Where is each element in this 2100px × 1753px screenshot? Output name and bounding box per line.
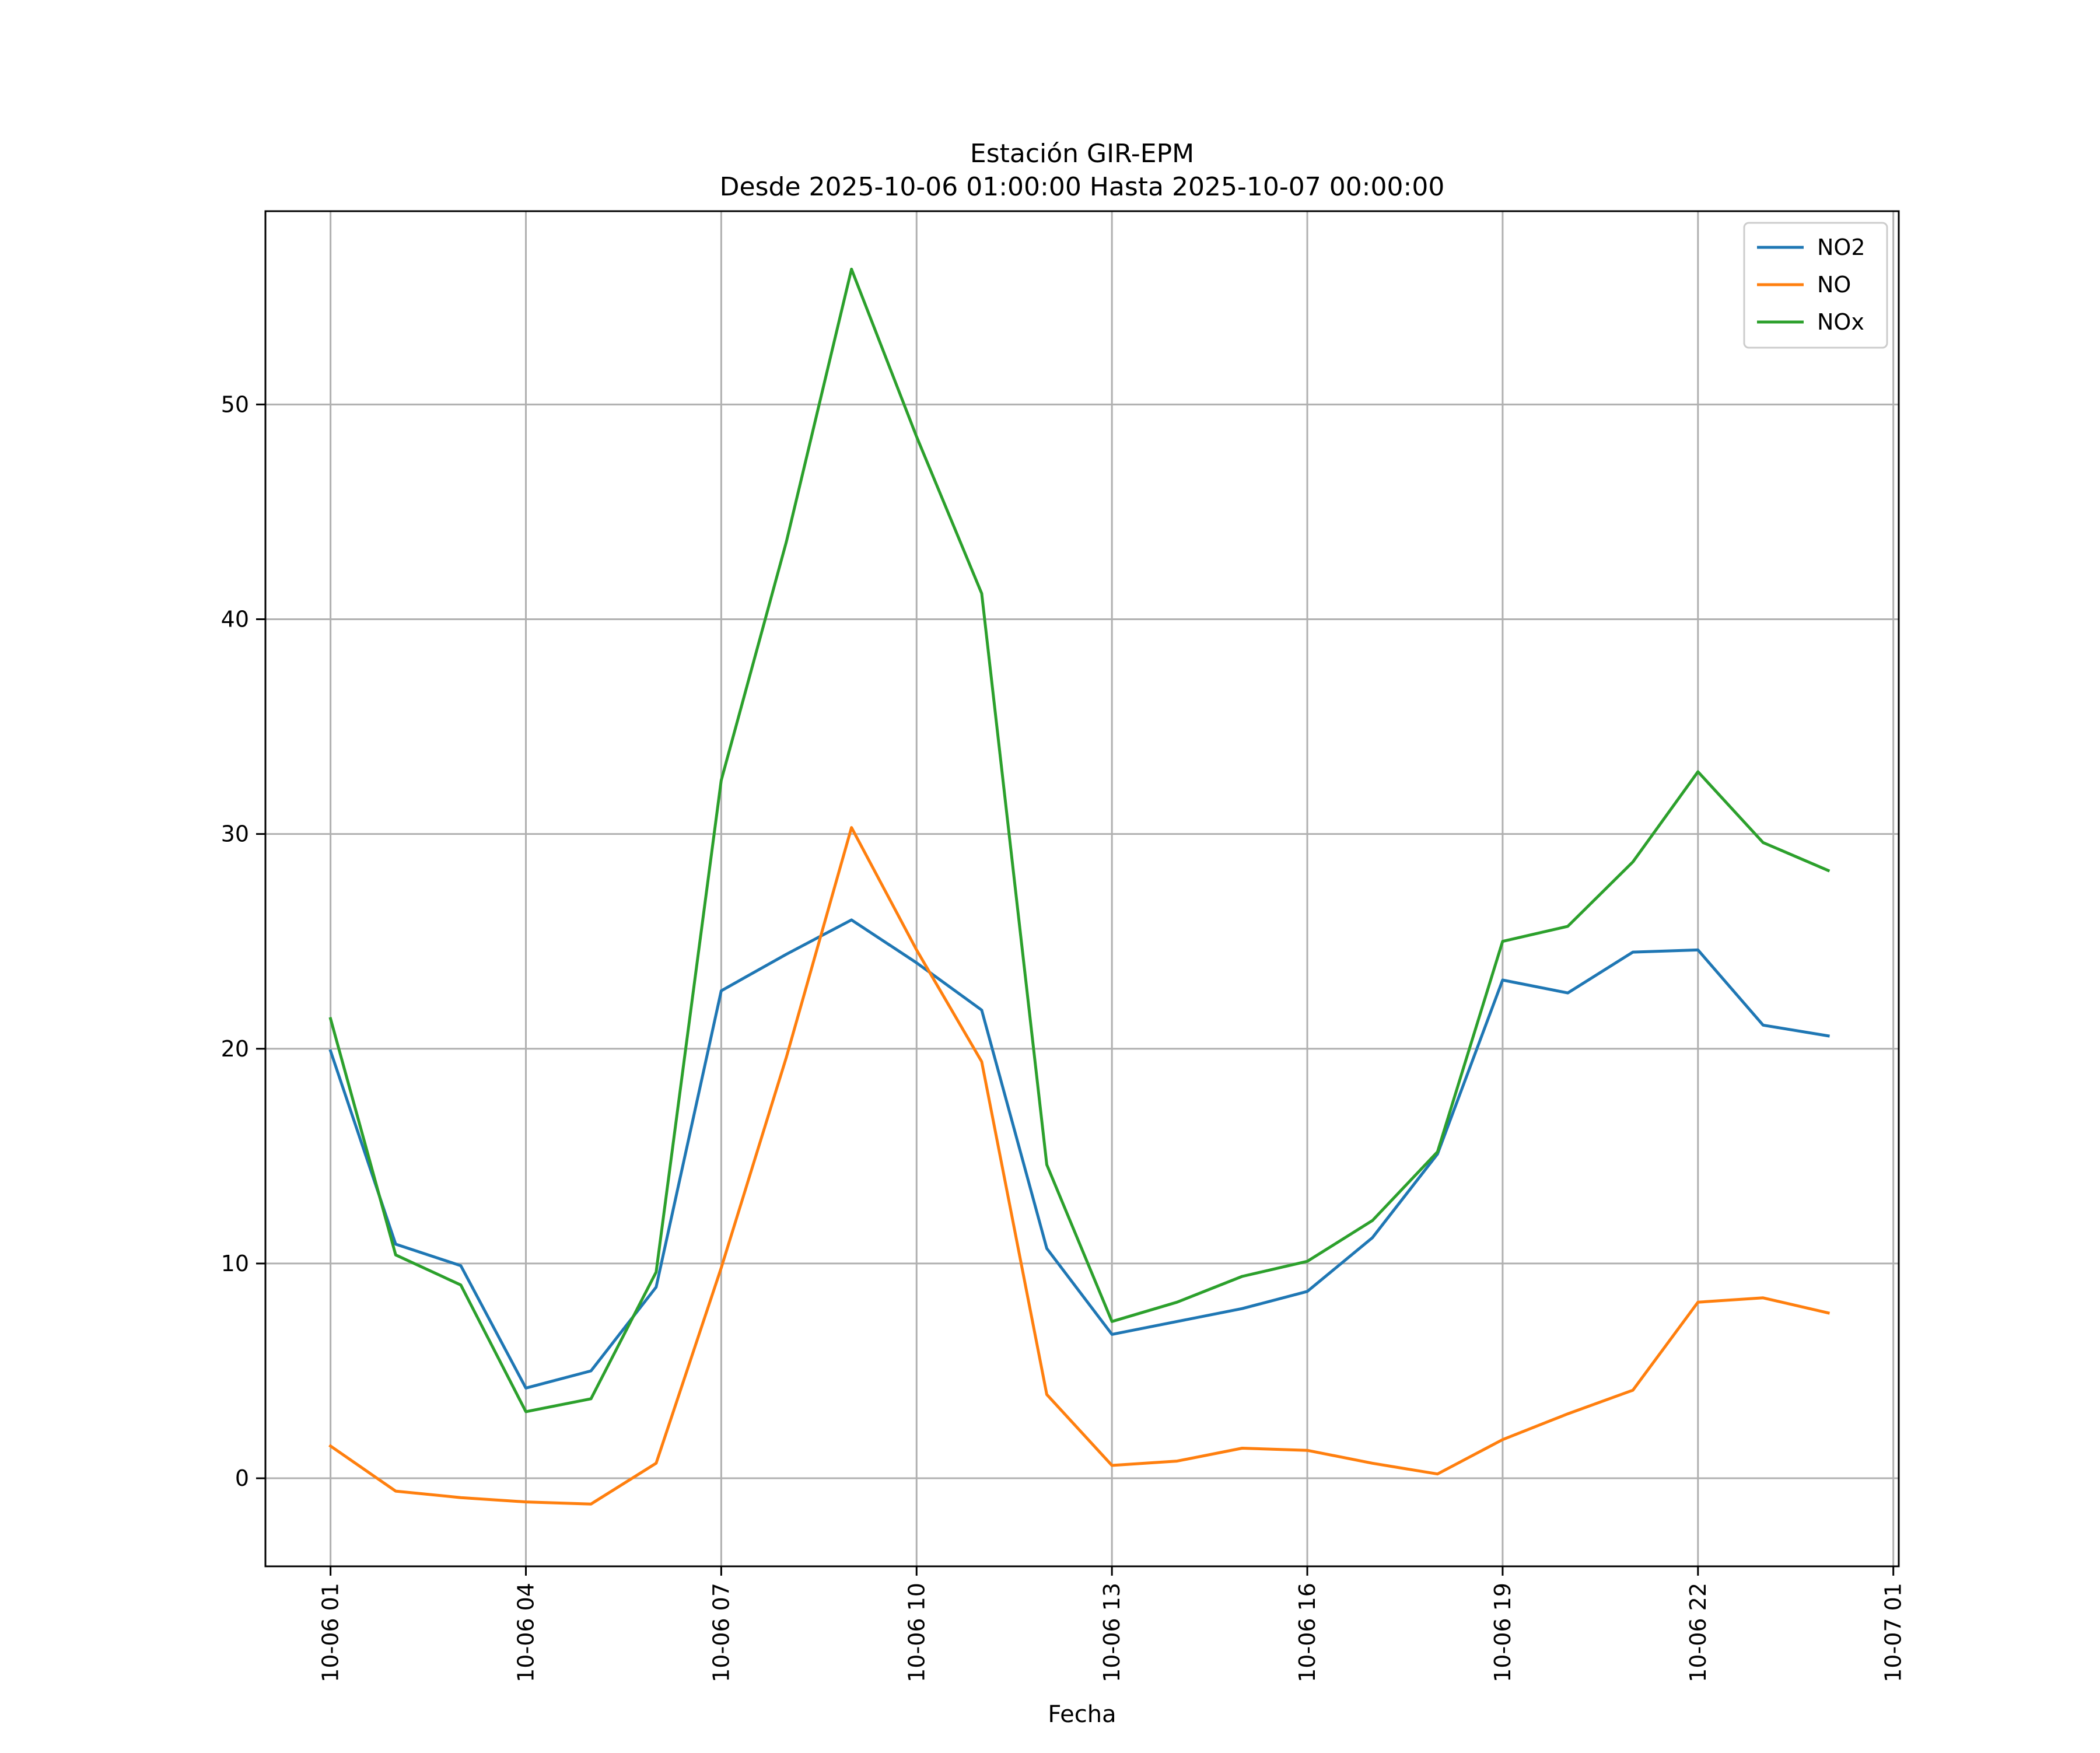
y-tick-label: 20 — [221, 1036, 249, 1062]
series-line-no2 — [328, 918, 1830, 1390]
legend-box — [1743, 222, 1888, 349]
plot-frame — [264, 210, 1900, 1567]
y-tick-label: 30 — [221, 821, 249, 847]
grid-lines — [265, 211, 1899, 1566]
y-tick-label: 40 — [221, 606, 249, 632]
legend-label: NOx — [1817, 309, 1864, 335]
x-axis-label: Fecha — [1048, 1701, 1116, 1728]
legend-label: NO — [1817, 272, 1851, 298]
x-tick-label: 10-06 10 — [904, 1583, 929, 1682]
x-tick-label: 10-06 19 — [1490, 1583, 1516, 1682]
series-lines — [328, 267, 1831, 1506]
y-tick-label: 0 — [235, 1465, 249, 1491]
legend-label: NO2 — [1817, 235, 1866, 260]
x-tick-label: 10-07 01 — [1881, 1583, 1906, 1682]
y-tick-label: 50 — [221, 391, 249, 417]
chart-title: Estación GIR-EPM — [970, 139, 1194, 169]
chart-subtitle: Desde 2025-10-06 01:00:00 Hasta 2025-10-… — [720, 172, 1445, 202]
series-line-no — [328, 826, 1831, 1506]
x-tick-label: 10-06 16 — [1294, 1583, 1320, 1682]
series-line-nox — [328, 267, 1831, 1413]
legend: NO2 NO NOx — [1743, 222, 1888, 349]
y-tick-label: 10 — [221, 1251, 249, 1276]
x-tick-label: 10-06 13 — [1099, 1583, 1125, 1682]
x-tick-label: 10-06 07 — [708, 1583, 734, 1682]
x-tick-label: 10-06 04 — [513, 1583, 539, 1682]
x-tick-label: 10-06 01 — [318, 1583, 344, 1682]
x-tick-label: 10-06 22 — [1685, 1583, 1711, 1682]
axis-ticks: 10-06 01 10-06 04 10-06 07 10-06 10 10-06 13… — [221, 391, 1906, 1682]
